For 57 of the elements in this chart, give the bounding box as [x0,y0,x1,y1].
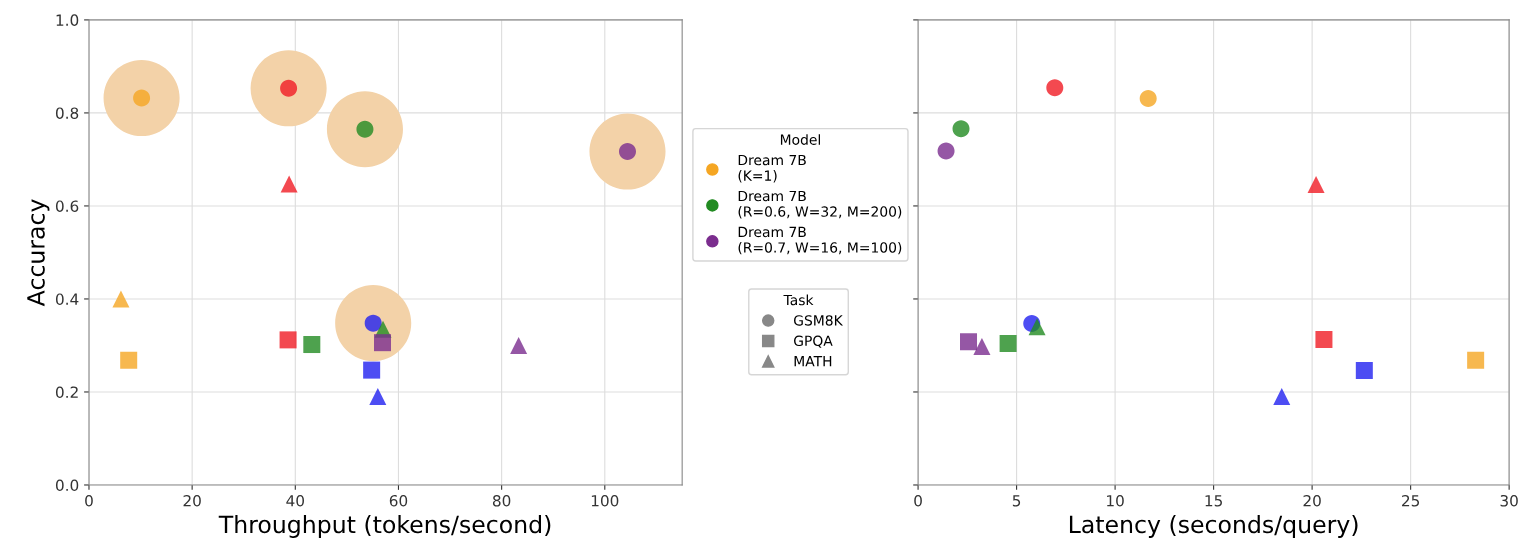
point [369,388,387,406]
point [960,333,978,351]
point [1273,388,1291,406]
legend-label: GPQA [793,335,833,348]
x-axis-title: Latency (seconds/query) [1069,515,1358,538]
point [1315,330,1333,348]
x-tick-label: 80 [492,494,511,507]
point [356,120,374,138]
point [133,89,151,107]
point [618,143,636,161]
legend-label: MATH [794,356,832,367]
point [280,79,298,97]
point [1467,351,1485,369]
x-tick-label: 60 [389,494,408,507]
legend-label: Dream 7B (R=0.7, W=16, M=100) [738,226,902,255]
y-tick-label: 0.0 [55,479,79,491]
x-tick-label: 0 [85,494,93,507]
y-axis-title: Accuracy [27,199,50,307]
y-tick-label: 0.4 [55,293,79,305]
point [1355,362,1373,380]
point [973,337,991,355]
point [1028,318,1046,336]
x-tick-label: 10 [1107,494,1124,507]
text: Task [783,294,814,306]
legend-label: GSM8K [793,315,844,326]
x-tick-label: 20 [183,494,201,507]
point [279,331,297,349]
x-tick-label: 30 [1500,494,1518,507]
point [1139,90,1157,108]
x-tick-label: 40 [286,494,305,507]
point [937,142,955,160]
point [364,314,382,332]
x-axis-title: Throughput (tokens/second) [218,515,551,538]
legend-label: Dream 7B (R=0.6, W=32, M=200) [738,190,902,219]
x-tick-label: 15 [1205,495,1222,507]
point [1046,79,1064,97]
y-tick-label: 1.0 [56,14,79,26]
point [120,351,138,369]
point [510,336,528,354]
text: Model [780,134,820,145]
point [112,290,130,308]
x-tick-label: 5 [1012,495,1021,507]
x-tick-label: 25 [1402,494,1420,507]
point [280,175,298,193]
point [373,334,391,352]
point [952,120,970,138]
point [1307,176,1325,194]
y-tick-label: 0.2 [55,386,78,398]
point [303,336,321,354]
x-tick-label: 0 [914,494,922,507]
point [999,335,1017,353]
legend-label: Dream 7B (K=1) [738,154,806,183]
point [363,361,381,379]
y-tick-label: 0.8 [55,107,79,119]
x-tick-label: 100 [591,494,619,507]
x-tick-label: 20 [1303,494,1321,507]
y-tick-label: 0.6 [55,200,79,212]
